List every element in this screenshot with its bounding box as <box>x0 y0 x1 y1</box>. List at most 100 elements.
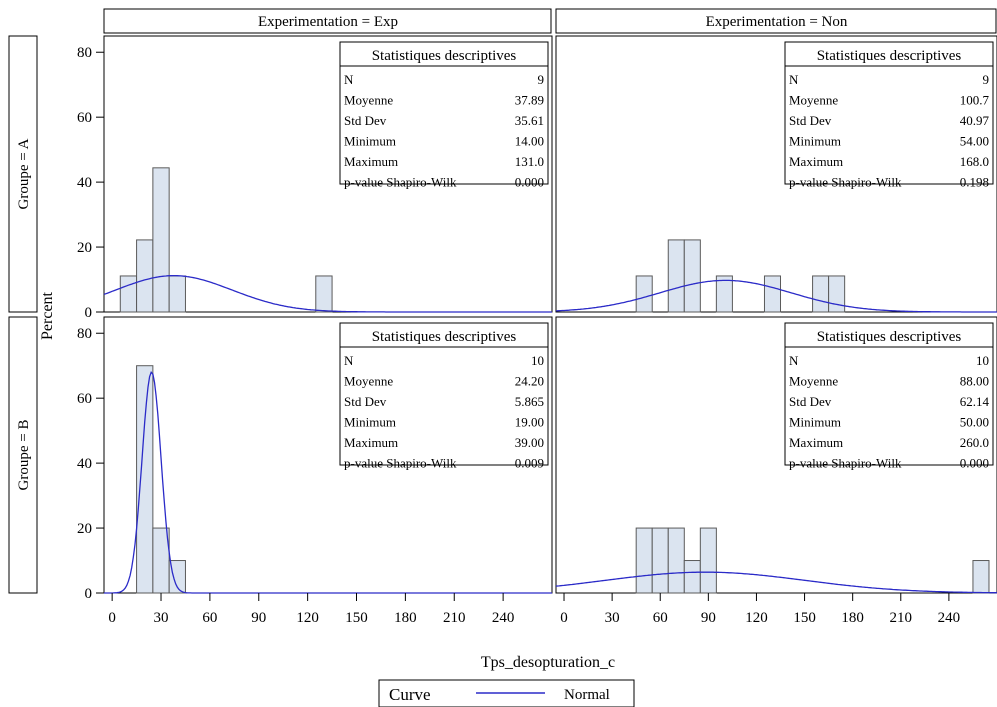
x-tick-label: 240 <box>492 610 515 626</box>
stats-label: N <box>344 72 354 87</box>
histogram-bar <box>667 527 685 594</box>
x-tick-label: 150 <box>345 610 368 626</box>
stats-value: 10 <box>976 353 989 368</box>
y-tick-label: 60 <box>77 110 92 126</box>
y-tick-label: 20 <box>77 240 92 256</box>
stats-value: 131.0 <box>515 154 544 169</box>
stats-value: 0.009 <box>515 456 544 471</box>
legend: Curve Normal <box>378 679 635 707</box>
stats-value: 19.00 <box>515 415 544 430</box>
histogram-bar <box>635 527 653 594</box>
stats-value: 39.00 <box>515 435 544 450</box>
histogram-bar <box>972 560 990 594</box>
normal-curve <box>555 571 997 594</box>
y-axis-label: Percent <box>39 291 56 340</box>
x-tick-label: 30 <box>154 610 169 626</box>
x-tick-label: 0 <box>108 610 116 626</box>
stats-value: 37.89 <box>515 93 544 108</box>
normal-curve <box>104 371 552 594</box>
stats-value: 50.00 <box>960 415 989 430</box>
histogram-bar <box>812 275 830 313</box>
stats-label: Maximum <box>789 435 843 450</box>
stats-label: Minimum <box>789 134 841 149</box>
histogram-bar <box>315 275 333 313</box>
histogram-bar <box>683 239 701 313</box>
row-header-label: Groupe = B <box>16 420 32 491</box>
stats-title: Statistiques descriptives <box>372 48 517 64</box>
legend-title: Curve <box>389 685 431 704</box>
panel-group: Statistiques descriptives N 10 Moyenne 88.00… <box>555 316 997 594</box>
histogram-bar <box>152 527 170 594</box>
stats-value: 24.20 <box>515 374 544 389</box>
histogram-bar <box>699 527 717 594</box>
histogram-bar <box>635 275 653 313</box>
x-tick-label: 210 <box>443 610 466 626</box>
panel-group: Statistiques descriptives N 10 Moyenne 24.20… <box>103 316 553 594</box>
y-tick-label: 80 <box>77 326 92 342</box>
column-header-label: Experimentation = Non <box>706 14 848 30</box>
legend-normal-label: Normal <box>564 687 610 703</box>
stats-value: 35.61 <box>515 113 544 128</box>
x-tick-label: 0 <box>560 610 568 626</box>
stats-value: 10 <box>531 353 544 368</box>
y-tick-label: 0 <box>85 586 93 602</box>
x-tick-label: 90 <box>701 610 716 626</box>
stats-label: Minimum <box>789 415 841 430</box>
stats-label: Moyenne <box>789 93 838 108</box>
x-tick-label: 180 <box>841 610 864 626</box>
row-header-box <box>8 316 38 594</box>
stats-value: 0.198 <box>960 175 989 190</box>
stats-value: 168.0 <box>960 154 989 169</box>
stats-value: 54.00 <box>960 134 989 149</box>
stats-label: Std Dev <box>344 394 387 409</box>
stats-value: 0.000 <box>515 175 544 190</box>
stats-title: Statistiques descriptives <box>817 48 962 64</box>
histogram-bar <box>651 527 669 594</box>
histogram-bar <box>828 275 846 313</box>
stats-title: Statistiques descriptives <box>817 329 962 345</box>
y-tick-label: 60 <box>77 391 92 407</box>
stats-label: Std Dev <box>344 113 387 128</box>
y-tick-label: 40 <box>77 175 92 191</box>
column-header-label: Experimentation = Exp <box>258 14 398 30</box>
x-tick-label: 60 <box>202 610 217 626</box>
stats-label: Std Dev <box>789 394 832 409</box>
y-tick-label: 20 <box>77 521 92 537</box>
stats-value: 62.14 <box>960 394 990 409</box>
stats-label: Moyenne <box>344 93 393 108</box>
stats-value: 40.97 <box>960 113 990 128</box>
histogram-bar <box>763 275 782 313</box>
x-tick-label: 210 <box>890 610 913 626</box>
column-header-box <box>555 8 997 34</box>
stats-value: 5.865 <box>515 394 544 409</box>
stats-label: N <box>789 72 799 87</box>
panel-group: Statistiques descriptives N 9 Moyenne 37.89 S… <box>103 35 553 313</box>
y-tick-label: 40 <box>77 456 92 472</box>
x-tick-label: 120 <box>296 610 319 626</box>
histogram-bar <box>168 275 186 313</box>
stats-label: Minimum <box>344 134 396 149</box>
x-tick-label: 60 <box>653 610 668 626</box>
histogram-bar <box>119 275 138 313</box>
stats-value: 88.00 <box>960 374 989 389</box>
histogram-bar <box>715 275 733 313</box>
stats-value: 9 <box>983 72 990 87</box>
stats-value: 260.0 <box>960 435 989 450</box>
stats-label: p-value Shapiro-Wilk <box>789 175 902 190</box>
stats-title: Statistiques descriptives <box>372 329 517 345</box>
stats-label: p-value Shapiro-Wilk <box>789 456 902 471</box>
histogram-bar <box>168 560 186 594</box>
normal-curve <box>103 274 552 313</box>
panel-group: Statistiques descriptives N 9 Moyenne 100.7 S… <box>555 35 997 313</box>
stats-label: Moyenne <box>344 374 393 389</box>
x-tick-label: 150 <box>793 610 816 626</box>
stats-label: Maximum <box>344 435 398 450</box>
stats-label: N <box>789 353 799 368</box>
histogram-bar <box>136 239 154 313</box>
row-header-box <box>8 35 38 313</box>
row-header-label: Groupe = A <box>16 138 32 209</box>
stats-label: Moyenne <box>789 374 838 389</box>
stats-label: Maximum <box>344 154 398 169</box>
histogram-bar <box>683 560 701 594</box>
y-tick-label: 0 <box>85 305 93 321</box>
